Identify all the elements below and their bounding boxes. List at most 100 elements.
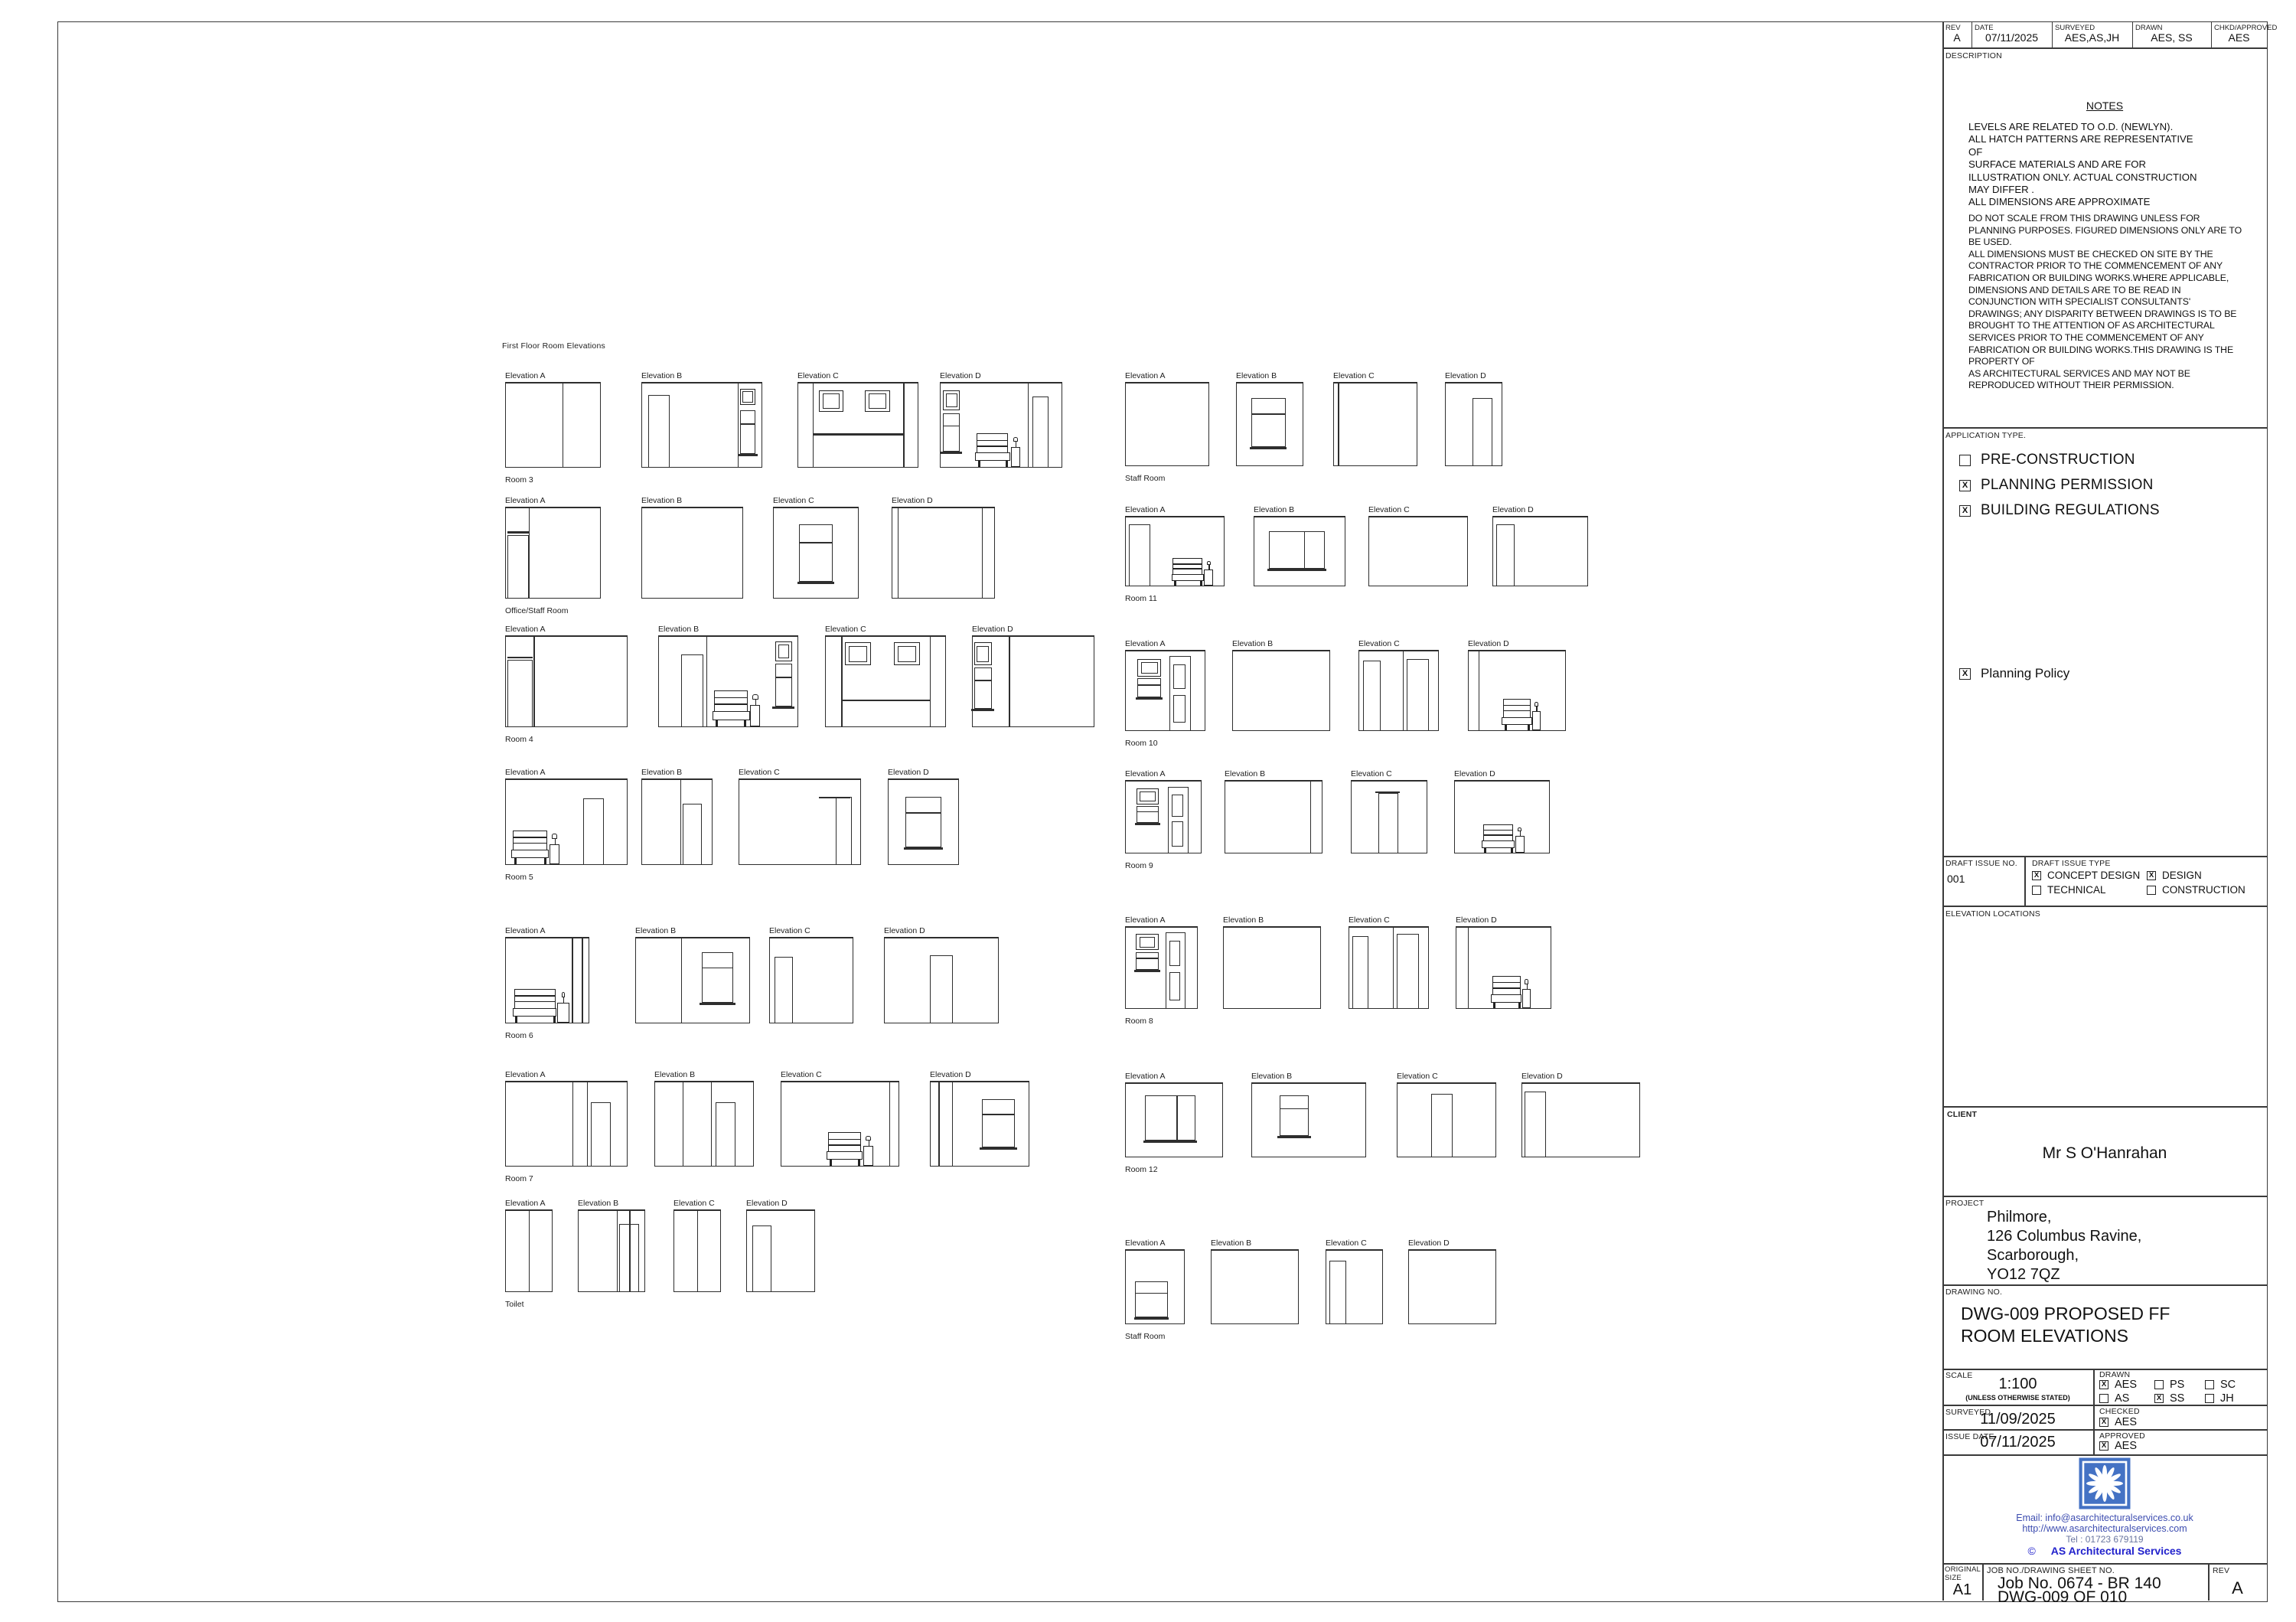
bed-line (1483, 829, 1513, 831)
elevation-label: Elevation B (635, 926, 677, 935)
bed-line (1483, 834, 1513, 836)
rule (1942, 1106, 2267, 1108)
elevation-label: Elevation A (505, 1199, 546, 1208)
window (905, 797, 942, 847)
shelf-line (507, 531, 529, 534)
original-size-label: ORIGINAL SIZE (1945, 1565, 1981, 1582)
elevation-drawing (746, 1209, 815, 1292)
checkbox-item: TECHNICAL (2032, 884, 2147, 896)
elevation-label: Elevation B (641, 496, 683, 505)
bed-mattress (513, 1008, 557, 1017)
lamp-stem (755, 699, 757, 705)
window-divider (974, 680, 992, 681)
rule (1942, 1369, 2267, 1370)
shelf-line (507, 656, 533, 658)
window-divider (776, 677, 791, 679)
window (1279, 1095, 1309, 1137)
bed-line (715, 697, 747, 699)
window (775, 664, 792, 707)
bed-leg (1518, 1002, 1521, 1008)
bed-line (1504, 710, 1530, 712)
room-name-label: Room 8 (1125, 1017, 1153, 1026)
elevation-locations-label: ELEVATION LOCATIONS (1945, 909, 2040, 919)
issue-date-label: ISSUE DATE (1945, 1432, 1994, 1441)
elevation-drawing (1492, 516, 1588, 586)
top-window-pane (945, 393, 957, 407)
elevation-label: Elevation C (769, 926, 810, 935)
checkbox-label: PS (2170, 1379, 2185, 1391)
shelf-line (812, 433, 904, 436)
elevation-label: Elevation C (825, 625, 866, 634)
window-sill (1277, 1136, 1311, 1139)
bed-line (829, 1138, 861, 1140)
checkbox-item: X SS (2154, 1392, 2205, 1405)
bed-headboard (1482, 824, 1514, 842)
door (680, 654, 703, 726)
window-sill (941, 452, 963, 455)
wall-line (533, 637, 535, 726)
draft-issue-type-checklist: X CONCEPT DESIGN X DESIGN TECHNICAL CONSTRUCT… (2032, 870, 2262, 896)
bed-leg (977, 461, 980, 467)
elevation-drawing (884, 937, 999, 1023)
checkbox-item: X Planning Policy (1959, 666, 2069, 681)
project-label: PROJECT (1945, 1199, 1985, 1208)
elevation-drawing (1397, 1082, 1496, 1157)
window-sill (797, 581, 835, 584)
footer-rev-value: A (2232, 1578, 2243, 1598)
approved-checklist: X AES (2099, 1440, 2137, 1452)
bed-headboard (514, 989, 556, 1010)
notes-line: CONJUNCTION WITH SPECIALIST CONSULTANTS' (1968, 296, 2191, 308)
window (1137, 678, 1162, 697)
rule (2024, 856, 2026, 906)
checkbox-item: CONSTRUCTION (2147, 884, 2262, 896)
elevation-label: Elevation A (1125, 639, 1166, 648)
door (1128, 524, 1150, 586)
elevation-drawing (1125, 382, 1209, 466)
bed-line (1492, 987, 1520, 989)
top-window (1136, 934, 1159, 951)
rev-header: REV (1945, 24, 1961, 32)
rule (1982, 1563, 1984, 1601)
door (716, 1102, 735, 1166)
elevation-drawing (505, 635, 628, 727)
elevation-drawing (1211, 1249, 1299, 1324)
elevation-label: Elevation D (1492, 505, 1534, 514)
elevation-label: Elevation D (888, 768, 929, 777)
elevation-drawing (1251, 1082, 1366, 1157)
elevation-drawing (505, 1209, 553, 1292)
wall-line (680, 780, 682, 864)
elevation-label: Elevation B (654, 1070, 696, 1079)
door-panel (1171, 794, 1184, 817)
door (682, 803, 703, 864)
elevation-drawing (971, 635, 1094, 727)
client-name: Mr S O'Hanrahan (2042, 1144, 2167, 1162)
window-divider (1138, 684, 1161, 686)
door (590, 1102, 612, 1166)
rule (1942, 1563, 2267, 1565)
wall-line (1027, 383, 1029, 467)
elevation-label: Elevation A (505, 625, 546, 634)
bedside-cabinet (556, 1002, 570, 1023)
elevation-drawing (1351, 780, 1427, 853)
drawn-value: AES, SS (2151, 31, 2193, 44)
elevation-drawing (1223, 926, 1321, 1009)
elevation-label: Elevation A (1125, 1072, 1166, 1081)
checkbox-item: X DESIGN (2147, 870, 2262, 881)
elevation-label: Elevation C (1333, 371, 1375, 380)
rule (1942, 1429, 2267, 1431)
rev-value: A (1953, 31, 1961, 44)
notes-emphasis-block: LEVELS ARE RELATED TO O.D. (NEWLYN). ALL … (1968, 121, 2197, 209)
bed-line (514, 1001, 555, 1003)
elevation-drawing (1236, 382, 1303, 466)
elevation-drawing (892, 507, 995, 599)
elevation-label: Elevation D (930, 1070, 971, 1079)
door (507, 535, 529, 598)
lamp-stem (1526, 984, 1528, 989)
rule (2093, 1369, 2095, 1454)
elevation-label: Elevation D (1454, 769, 1495, 778)
surveyed-value: AES,AS,JH (2064, 31, 2120, 44)
elevation-drawing (1445, 382, 1502, 466)
elevation-drawing (1456, 926, 1551, 1009)
top-window (1136, 788, 1159, 804)
bed-headboard (1492, 976, 1521, 996)
